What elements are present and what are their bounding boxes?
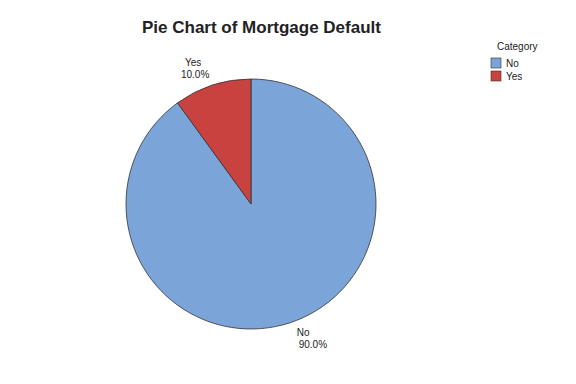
legend-swatch [491, 58, 501, 68]
legend-label: No [506, 58, 519, 69]
slice-category-label: Yes [185, 57, 201, 68]
legend-title: Category [497, 41, 538, 52]
data-labels: No90.0% Yes10.0% [181, 57, 327, 351]
slices [126, 79, 376, 329]
title: Pie Chart of Mortgage Default [142, 18, 381, 37]
legend-label: Yes [506, 71, 522, 82]
legend: Category No Yes [491, 41, 538, 82]
slice [178, 79, 251, 204]
slice [126, 79, 376, 329]
slice-value-label: 90.0% [299, 339, 327, 350]
slice-value-label: 10.0% [181, 69, 209, 80]
legend-swatch [491, 71, 501, 81]
slice-category-label: No [297, 327, 310, 338]
chart: Pie Chart of Mortgage DefaultNo90.0%Yes1… [0, 0, 576, 384]
